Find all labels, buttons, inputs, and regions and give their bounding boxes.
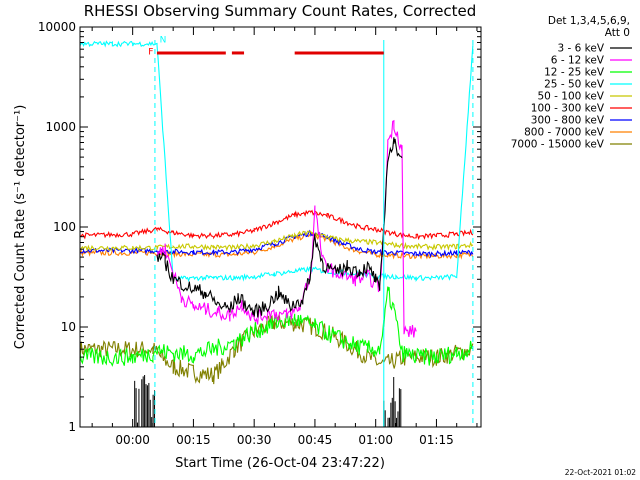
x-tick-label: 01:00: [358, 433, 393, 447]
x-axis-label: Start Time (26-Oct-04 23:47:22): [175, 456, 385, 471]
series-line: [79, 230, 474, 252]
y-tick-label: 10: [61, 320, 76, 334]
series-layer: [79, 40, 474, 427]
tick-layer: 1 10 100 1000 10000 00:00 00:15 00:30 00:45 01:00…: [38, 20, 481, 447]
series-line: [79, 286, 473, 367]
y-tick-label: 1: [68, 420, 76, 434]
legend-label: 100 - 300 keV: [531, 103, 605, 115]
series-line: [79, 229, 474, 259]
legend-label: 25 - 50 keV: [544, 79, 605, 91]
legend-label: 7000 - 15000 keV: [511, 139, 605, 151]
series-line: [79, 209, 474, 241]
chart-title: RHESSI Observing Summary Count Rates, Co…: [84, 2, 477, 20]
x-tick-label: 00:30: [237, 433, 272, 447]
annotation-label: F: [148, 48, 153, 58]
legend-label: 3 - 6 keV: [557, 43, 604, 55]
y-tick-label: 100: [53, 220, 76, 234]
x-tick-label: 00:15: [176, 433, 211, 447]
legend-header-line-1: Det 1,3,4,5,6,9,: [548, 15, 630, 27]
x-tick-label: 01:15: [419, 433, 454, 447]
x-tick-label: 00:00: [115, 433, 150, 447]
series-line: [156, 137, 403, 318]
y-axis-label: Corrected Count Rate (s⁻¹ detector⁻¹): [13, 105, 28, 350]
legend-label: 800 - 7000 keV: [524, 127, 605, 139]
legend-label: 300 - 800 keV: [531, 115, 605, 127]
series-line: [79, 40, 474, 283]
y-tick-label: 1000: [45, 120, 76, 134]
footer-date: 22-Oct-2021 01:02: [565, 468, 636, 477]
legend-label: 50 - 100 keV: [537, 91, 604, 103]
y-tick-label: 10000: [38, 20, 76, 34]
series-3-6-kev-spikes: [383, 377, 402, 427]
x-tick-label: 00:45: [298, 433, 333, 447]
legend-label: 12 - 25 keV: [544, 67, 605, 79]
legend-header-line-2: Att 0: [605, 27, 630, 39]
annotation-label: N: [160, 35, 167, 45]
legend-label: 6 - 12 keV: [551, 55, 605, 67]
